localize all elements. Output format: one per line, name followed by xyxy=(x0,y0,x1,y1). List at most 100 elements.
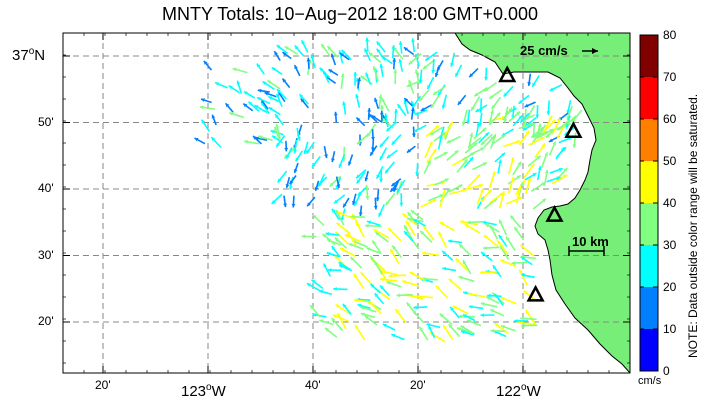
current-vector-head xyxy=(523,290,528,295)
current-vector-head xyxy=(331,246,336,251)
station-1-marker xyxy=(498,65,517,83)
current-vector-head xyxy=(322,233,327,238)
current-vector-head xyxy=(274,127,278,131)
current-vector-head xyxy=(201,119,206,124)
current-vector-head xyxy=(284,147,289,152)
current-vector-head xyxy=(228,85,233,90)
current-vector-head xyxy=(402,213,407,218)
current-vector-head xyxy=(544,152,548,157)
current-vector-head xyxy=(379,110,384,115)
current-vector-head xyxy=(462,314,467,318)
current-vector-head xyxy=(481,252,486,256)
current-vector-head xyxy=(560,147,565,152)
current-vector-head xyxy=(456,327,461,331)
current-vector-head xyxy=(431,104,435,109)
current-vector-head xyxy=(327,46,332,50)
current-vector-head xyxy=(441,132,446,137)
current-vector-head xyxy=(321,44,325,48)
current-vector-head xyxy=(306,283,311,287)
current-vector-head xyxy=(537,123,542,128)
current-vector-head xyxy=(291,203,296,208)
current-vector-head xyxy=(425,56,430,61)
current-vector-head xyxy=(340,247,345,252)
current-vector-head xyxy=(393,109,398,113)
current-vector-head xyxy=(489,95,494,99)
current-vector-head xyxy=(530,163,535,168)
current-vector-head xyxy=(340,53,345,57)
current-vector-head xyxy=(423,226,427,231)
current-vector-head xyxy=(244,139,248,144)
current-vector-head xyxy=(380,285,384,290)
current-vector-head xyxy=(492,265,497,270)
current-vector-head xyxy=(268,107,273,111)
current-vector-head xyxy=(480,147,485,152)
current-vector-head xyxy=(446,139,451,144)
current-vector-head xyxy=(339,264,343,269)
current-vector-head xyxy=(353,273,358,278)
current-vector-head xyxy=(367,107,372,112)
current-vector-head xyxy=(565,120,570,124)
current-vector-head xyxy=(480,188,484,193)
current-vector-head xyxy=(365,37,370,42)
current-vector-head xyxy=(563,167,568,172)
current-vector-head xyxy=(301,40,305,45)
current-vector-head xyxy=(463,291,468,295)
current-vector-head xyxy=(517,161,522,166)
current-vector-head xyxy=(404,225,408,230)
colorbar-segment-4 xyxy=(640,161,658,203)
current-vector-head xyxy=(427,85,431,90)
colorbar-tick-1: 10 xyxy=(663,322,677,336)
current-vector-head xyxy=(376,41,381,46)
current-vector-head xyxy=(556,176,561,181)
current-vector-head xyxy=(532,173,537,177)
current-vector-head xyxy=(356,117,361,122)
current-vector-head xyxy=(344,234,349,238)
current-vector-head xyxy=(366,247,371,252)
current-vector-head xyxy=(542,198,546,203)
current-vector-head xyxy=(276,142,280,147)
current-vector-head xyxy=(285,184,290,188)
current-vector-head xyxy=(376,48,381,53)
current-vector-head xyxy=(243,103,248,108)
current-vector-head xyxy=(199,105,204,110)
current-vector-head xyxy=(348,161,352,166)
current-vector-head xyxy=(485,223,490,228)
current-vector-head xyxy=(272,135,277,140)
current-vector-head xyxy=(455,72,459,77)
current-vector-head xyxy=(488,189,492,193)
current-vector-head xyxy=(236,80,241,85)
current-vector-head xyxy=(427,160,431,165)
current-vector-head xyxy=(480,302,485,306)
current-vector-head xyxy=(413,219,418,223)
current-vector-head xyxy=(544,130,549,135)
current-vector-head xyxy=(428,325,432,330)
current-vector-head xyxy=(448,324,453,329)
current-vector-head xyxy=(398,41,403,45)
current-vector-head xyxy=(536,155,541,160)
colorbar-tick-4: 40 xyxy=(663,196,677,210)
current-vector-head xyxy=(368,301,373,305)
current-vector-head xyxy=(410,210,415,214)
current-vector-head xyxy=(360,75,365,80)
current-vector-head xyxy=(518,196,523,201)
current-vector-head xyxy=(520,118,525,123)
current-vector-head xyxy=(429,141,433,146)
current-vector-head xyxy=(271,200,276,204)
current-vector-head xyxy=(458,314,462,319)
current-vector-head xyxy=(535,114,540,119)
current-vector-head xyxy=(490,309,495,313)
current-vector-head xyxy=(463,159,468,164)
current-vector-head xyxy=(268,96,273,100)
current-vector-head xyxy=(397,104,402,109)
current-vector-head xyxy=(341,49,346,54)
current-vector-head xyxy=(384,113,388,118)
current-vector-head xyxy=(243,91,248,95)
current-vector-head xyxy=(478,183,483,188)
current-vector-head xyxy=(517,185,522,190)
current-vector-head xyxy=(558,167,563,172)
current-vector-head xyxy=(469,132,474,137)
current-vector-head xyxy=(407,217,411,222)
current-vector-head xyxy=(466,120,470,124)
coastline-land xyxy=(454,33,630,373)
current-vector-head xyxy=(541,182,546,187)
